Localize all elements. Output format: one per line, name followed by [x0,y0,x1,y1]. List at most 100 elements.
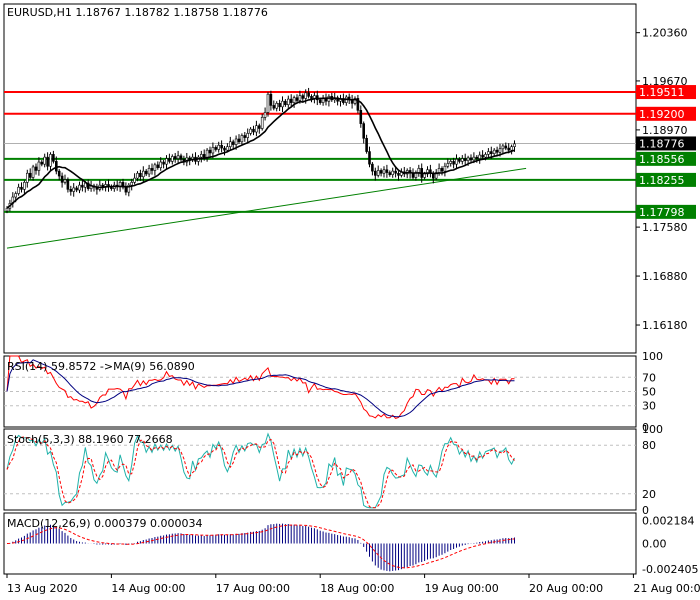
candle-body [69,189,73,192]
x-tick-label: 18 Aug 00:00 [320,582,394,595]
trendline [6,167,527,249]
candle-body [243,135,247,138]
candle-body [57,170,61,177]
candle-body [246,133,249,138]
stoch-signal-line [6,436,515,509]
candle-body [49,154,52,167]
candle-body [284,100,287,106]
candle-body [75,187,78,191]
candle-body [397,172,400,176]
level-price-label: 1.19200 [639,108,685,121]
candle-body [220,144,223,149]
candle-body [173,156,177,159]
candle-body [211,147,215,154]
candle-body [278,103,281,108]
macd-title: MACD(12,26,9) 0.000379 0.000034 [7,517,203,530]
x-tick-label: 17 Aug 00:00 [216,582,290,595]
rsi-ma-line [6,359,515,418]
candle-body [229,141,232,147]
x-tick-label: 21 Aug 00:00 [633,582,700,595]
current-price-box [636,136,696,151]
candle-body [487,151,490,155]
candle-body [501,145,505,150]
candle-body [463,158,467,161]
candle-body [440,168,444,172]
candle-body [168,158,171,162]
candle-body [34,166,38,171]
candle-body [14,193,17,198]
candle-body [156,164,160,168]
candle-body [449,161,453,164]
candle-body [208,149,212,154]
candle-body [458,158,461,162]
candle-body [342,98,345,103]
candle-body [231,141,235,145]
candle-body [162,161,165,165]
candle-body [513,143,516,147]
candle-body [147,168,151,175]
candle-body [5,207,9,212]
candle-body [159,161,162,168]
candle-body [382,169,386,174]
candle-body [23,182,26,190]
candle-body [142,170,145,178]
candle-body [437,168,441,173]
candle-body [373,170,377,176]
candle-body [359,110,363,124]
candle-body [446,163,450,167]
stoch-y-label: 0 [642,504,649,517]
candle-body [130,182,133,186]
candle-body [362,123,366,139]
candle-body [217,144,220,150]
candle-body [426,169,429,175]
candle-body [25,172,29,183]
candle-body [20,186,23,190]
candle-body [84,182,87,188]
level-price-label: 1.19511 [639,86,685,99]
stoch-title: Stoch(5,3,3) 88.1960 77.2668 [7,433,173,446]
candle-body [171,156,174,162]
pane-frame-1 [3,355,637,428]
candle-body [37,161,41,171]
candle-body [81,184,84,188]
candle-body [72,187,75,192]
rsi-title: RSI(14) 59.8572 ->MA(9) 56.0890 [7,360,195,373]
candle-body [379,170,383,174]
rsi-line [6,355,515,419]
rsi-y-label: 50 [642,386,656,399]
candle-body [240,135,244,143]
candle-body [495,149,499,153]
candle-body [394,170,397,174]
candle-body [63,179,67,183]
candle-body [391,170,395,175]
candle-body [127,184,131,193]
level-price-box [636,151,696,166]
candle-body [226,146,229,151]
candle-body [475,156,479,159]
candle-body [289,98,293,103]
candle-body [86,182,90,189]
candle-body [286,98,290,106]
candle-body [492,149,496,154]
level-price-box [636,204,696,219]
candle-body [43,156,47,165]
candle-body [223,147,226,151]
candle-body [200,154,203,158]
candle-body [385,169,389,173]
level-price-label: 1.18255 [639,174,685,187]
candle-body [255,125,258,133]
candle-body [78,184,81,191]
candle-body [153,164,157,171]
candle-body [281,100,284,108]
candle-body [301,95,305,99]
macd-y-label: 0.00 [642,538,667,551]
candle-body [46,156,49,167]
y-tick-label: 1.16880 [642,270,688,283]
candle-body [40,161,44,165]
candle-body [17,186,20,194]
candle-body [60,175,64,183]
level-price-box [636,85,696,100]
candle-body [507,147,511,151]
candle-body [263,112,267,118]
stoch-y-label: 100 [642,423,663,436]
